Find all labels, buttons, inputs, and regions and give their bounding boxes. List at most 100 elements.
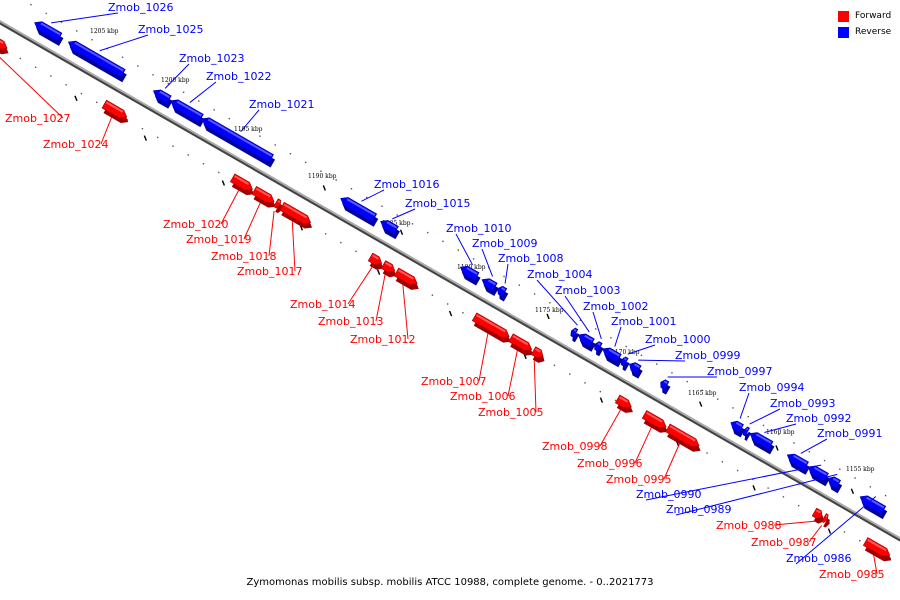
gene-leader-line: [800, 438, 828, 454]
gene-label[interactable]: Zmob_0995: [606, 473, 671, 486]
gene-label[interactable]: Zmob_1000: [645, 333, 710, 346]
gene-label[interactable]: Zmob_0990: [636, 488, 701, 501]
major-tick: [399, 229, 404, 236]
gene-label[interactable]: Zmob_1016: [374, 178, 439, 191]
gene-label[interactable]: Zmob_0997: [707, 365, 772, 378]
gene-feature[interactable]: [497, 285, 509, 302]
scale-tick-label: 1200 kbp: [161, 77, 190, 84]
gene-label[interactable]: Zmob_1002: [583, 300, 648, 313]
minor-tick: [640, 354, 643, 357]
minor-tick: [34, 66, 37, 68]
gene-label[interactable]: Zmob_1005: [478, 406, 543, 419]
gene-label[interactable]: Zmob_1026: [108, 1, 173, 14]
gene-feature[interactable]: [201, 117, 276, 168]
gene-label[interactable]: Zmob_0986: [786, 552, 851, 565]
gene-label[interactable]: Zmob_1027: [5, 112, 70, 125]
gene-feature[interactable]: [152, 89, 173, 109]
gene-feature[interactable]: [393, 267, 419, 290]
gene-feature[interactable]: [862, 537, 892, 562]
gene-feature[interactable]: [594, 341, 604, 357]
gene-label[interactable]: Zmob_0989: [666, 503, 731, 516]
gene-label[interactable]: Zmob_0987: [751, 536, 816, 549]
minor-tick: [747, 415, 749, 418]
gene-label[interactable]: Zmob_1023: [179, 52, 244, 65]
gene-feature[interactable]: [629, 362, 643, 379]
gene-feature[interactable]: [807, 465, 831, 487]
gene-leader-line: [243, 202, 261, 240]
minor-tick: [431, 294, 434, 296]
major-tick: [546, 313, 550, 320]
gene-feature[interactable]: [827, 476, 843, 494]
major-tick: [74, 95, 78, 102]
gene-feature[interactable]: [730, 420, 746, 438]
gene-feature[interactable]: [251, 185, 276, 208]
gene-label[interactable]: Zmob_1003: [555, 284, 620, 297]
gene-label[interactable]: Zmob_1020: [163, 218, 228, 231]
gene-feature[interactable]: [508, 333, 534, 356]
gene-feature[interactable]: [367, 252, 384, 270]
gene-label[interactable]: Zmob_1010: [446, 222, 511, 235]
gene-label[interactable]: Zmob_1001: [611, 315, 676, 328]
gene-feature[interactable]: [459, 265, 481, 286]
gene-feature[interactable]: [602, 347, 623, 368]
gene-label[interactable]: Zmob_0998: [542, 440, 607, 453]
gene-feature[interactable]: [660, 379, 671, 395]
gene-label[interactable]: Zmob_1007: [421, 375, 486, 388]
gene-label[interactable]: Zmob_1006: [450, 390, 515, 403]
minor-tick: [156, 136, 159, 139]
gene-label[interactable]: Zmob_1015: [405, 197, 470, 210]
gene-feature[interactable]: [340, 197, 379, 227]
gene-label[interactable]: Zmob_0985: [819, 568, 884, 581]
gene-label[interactable]: Zmob_1022: [206, 70, 271, 83]
gene-label[interactable]: Zmob_0991: [817, 427, 882, 440]
gene-label[interactable]: Zmob_0999: [675, 349, 740, 362]
gene-feature[interactable]: [811, 507, 824, 524]
gene-label[interactable]: Zmob_1012: [350, 333, 415, 346]
gene-label[interactable]: Zmob_1009: [472, 237, 537, 250]
scale-tick-label: 1180 kbp: [457, 264, 486, 271]
gene-label[interactable]: Zmob_0994: [739, 381, 804, 394]
major-tick: [850, 488, 855, 495]
gene-label[interactable]: Zmob_1025: [138, 23, 203, 36]
gene-feature[interactable]: [742, 426, 752, 441]
gene-feature[interactable]: [641, 410, 668, 433]
gene-feature[interactable]: [471, 312, 511, 343]
gene-label[interactable]: Zmob_1019: [186, 233, 251, 246]
gene-feature[interactable]: [380, 260, 397, 278]
gene-feature[interactable]: [380, 220, 400, 240]
gene-feature[interactable]: [530, 346, 545, 363]
gene-label[interactable]: Zmob_1017: [237, 265, 302, 278]
gene-label[interactable]: Zmob_0996: [577, 457, 642, 470]
gene-label[interactable]: Zmob_1014: [290, 298, 355, 311]
gene-feature[interactable]: [570, 327, 580, 343]
gene-feature[interactable]: [749, 432, 775, 455]
gene-label[interactable]: Zmob_1024: [43, 138, 108, 151]
gene-feature[interactable]: [101, 99, 129, 123]
gene-feature[interactable]: [0, 28, 9, 55]
minor-tick: [686, 380, 688, 383]
gene-label[interactable]: Zmob_0993: [770, 397, 835, 410]
gene-feature[interactable]: [614, 394, 633, 413]
minor-tick: [50, 75, 52, 77]
gene-feature[interactable]: [34, 21, 64, 46]
gene-feature[interactable]: [481, 278, 499, 296]
gene-label[interactable]: Zmob_1013: [318, 315, 383, 328]
gene-feature[interactable]: [170, 99, 205, 128]
gene-feature[interactable]: [821, 513, 830, 528]
gene-label[interactable]: Zmob_0988: [716, 519, 781, 532]
gene-label[interactable]: Zmob_1021: [249, 98, 314, 111]
gene-feature[interactable]: [665, 423, 701, 452]
gene-label[interactable]: Zmob_1004: [527, 268, 592, 281]
minor-tick: [30, 3, 32, 6]
gene-label[interactable]: Zmob_1008: [498, 252, 563, 265]
gene-feature[interactable]: [620, 356, 630, 372]
gene-feature[interactable]: [67, 40, 127, 83]
gene-feature[interactable]: [279, 201, 313, 229]
gene-label[interactable]: Zmob_0992: [786, 412, 851, 425]
gene-feature[interactable]: [859, 495, 888, 520]
minor-tick: [778, 433, 780, 435]
gene-label[interactable]: Zmob_1018: [211, 250, 276, 263]
gene-feature[interactable]: [229, 173, 255, 196]
gene-feature[interactable]: [577, 333, 596, 352]
minor-tick: [427, 231, 429, 234]
